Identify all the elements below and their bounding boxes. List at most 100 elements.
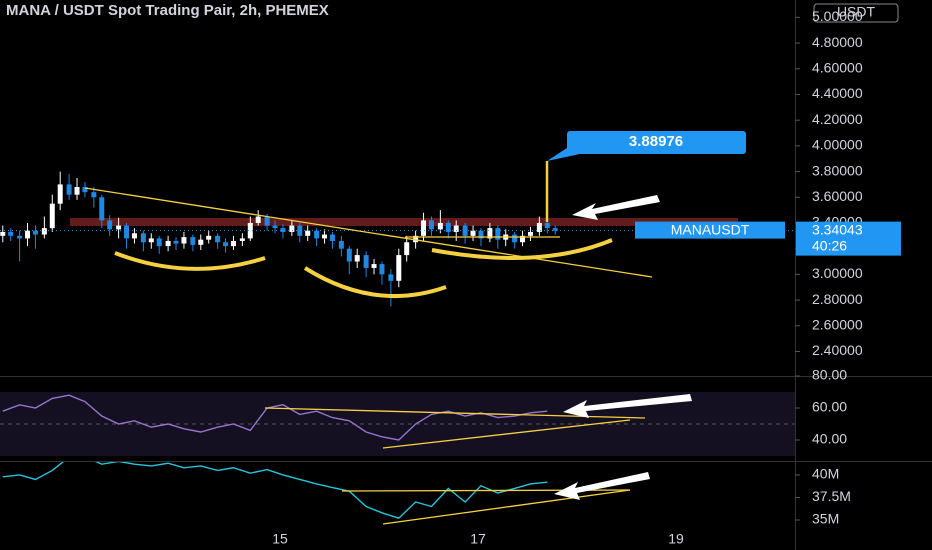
x-tick-label: 19 (668, 531, 684, 547)
last-price-box (796, 221, 901, 256)
candle-body (520, 235, 526, 243)
y-tick-label: 4.80000 (812, 34, 863, 50)
candle-body (437, 222, 443, 230)
candle-body (379, 264, 385, 275)
x-tick-label: 15 (272, 531, 288, 547)
candle-body (82, 186, 88, 193)
candle-body (453, 225, 459, 232)
candle-body (264, 216, 270, 226)
candle-body (74, 186, 80, 195)
candle-body (388, 274, 394, 281)
candle-body (487, 228, 493, 239)
candle-body (329, 234, 335, 241)
candle-body (49, 203, 55, 229)
candle-body (32, 230, 38, 235)
candle-body (173, 240, 179, 244)
symbol-label: MANAUSDT (671, 221, 750, 237)
last-price-label: 3.34043 (812, 221, 863, 237)
candle-body (346, 248, 352, 262)
candle-body (165, 240, 171, 247)
candle-body (206, 235, 212, 240)
symbol-box (635, 221, 785, 239)
resistance-zone (70, 218, 738, 226)
candle-body (322, 234, 328, 239)
candle-body (239, 238, 245, 241)
y-tick-label: 37.5M (812, 488, 851, 504)
candle-body (428, 220, 434, 230)
candle-body (107, 220, 113, 230)
candle-body (371, 264, 377, 268)
y-tick-label: 2.80000 (812, 291, 863, 307)
candle-body (25, 230, 31, 239)
candle-body (223, 242, 229, 247)
x-tick-label: 17 (470, 531, 486, 547)
y-tick-label: 4.40000 (812, 85, 863, 101)
y-tick-label: 5.00000 (812, 8, 863, 24)
callout-pointer (547, 148, 580, 161)
indicator-line (2, 462, 548, 519)
currency: USDT (837, 4, 876, 20)
candle-body (198, 239, 204, 245)
y-tick-label: 2.40000 (812, 342, 863, 358)
candle-body (230, 240, 236, 247)
candle-body (314, 230, 320, 239)
candle-body (247, 222, 253, 239)
candle-body (413, 235, 419, 243)
y-tick-label: 3.80000 (812, 162, 863, 178)
candle-body (91, 192, 97, 198)
y-tick-label: 4.00000 (812, 137, 863, 153)
chart-title: MANA / USDT Spot Trading Pair, 2h, PHEME… (6, 2, 329, 19)
candle-body (305, 230, 311, 236)
y-tick-label: 35M (812, 511, 839, 527)
y-tick-label: 2.60000 (812, 316, 863, 332)
candle-body (396, 255, 402, 281)
candle-body (445, 222, 451, 232)
candle-body (478, 230, 484, 239)
y-tick-label: 4.20000 (812, 111, 863, 127)
candle-body (140, 233, 146, 243)
candle-body (148, 238, 154, 243)
candle-body (255, 216, 261, 223)
candle-body (131, 233, 137, 239)
candle-body (338, 240, 344, 249)
y-tick-label: 3.60000 (812, 188, 863, 204)
candle-body (462, 225, 468, 236)
candle-body (215, 235, 221, 243)
callout-text: 3.88976 (629, 133, 683, 150)
candle-body (297, 225, 303, 236)
candle-body (17, 235, 23, 239)
candle-body (41, 228, 47, 235)
candle-body (181, 237, 187, 244)
y-tick-label: 60.00 (812, 399, 847, 415)
candle-body (124, 225, 130, 239)
candle-body (116, 225, 122, 230)
callout-box (567, 131, 746, 154)
candle-body (0, 231, 6, 236)
countdown: 40:26 (812, 237, 847, 253)
candle-body (495, 228, 501, 240)
candle-body (99, 197, 105, 221)
y-tick-label: 4.60000 (812, 59, 863, 75)
candle-body (289, 225, 295, 232)
y-tick-label: 80.00 (812, 367, 847, 383)
candle-body (363, 255, 369, 268)
y-tick-label: 3.00000 (812, 265, 863, 281)
candle-body (470, 230, 476, 236)
candle-body (66, 184, 72, 195)
arrows (554, 195, 692, 500)
candle-body (280, 228, 286, 232)
candle-body (536, 222, 542, 232)
candle-body (156, 238, 162, 247)
candle-body (190, 237, 196, 245)
candle-body (421, 220, 427, 236)
currency-box (813, 3, 899, 23)
y-tick-label: 40M (812, 466, 839, 482)
candle-body (552, 228, 558, 231)
candle-body (404, 242, 410, 256)
candle-body (272, 225, 278, 229)
candle-body (8, 231, 14, 236)
candle-body (354, 255, 360, 262)
candle-body (512, 234, 518, 243)
candle-body (527, 231, 533, 236)
